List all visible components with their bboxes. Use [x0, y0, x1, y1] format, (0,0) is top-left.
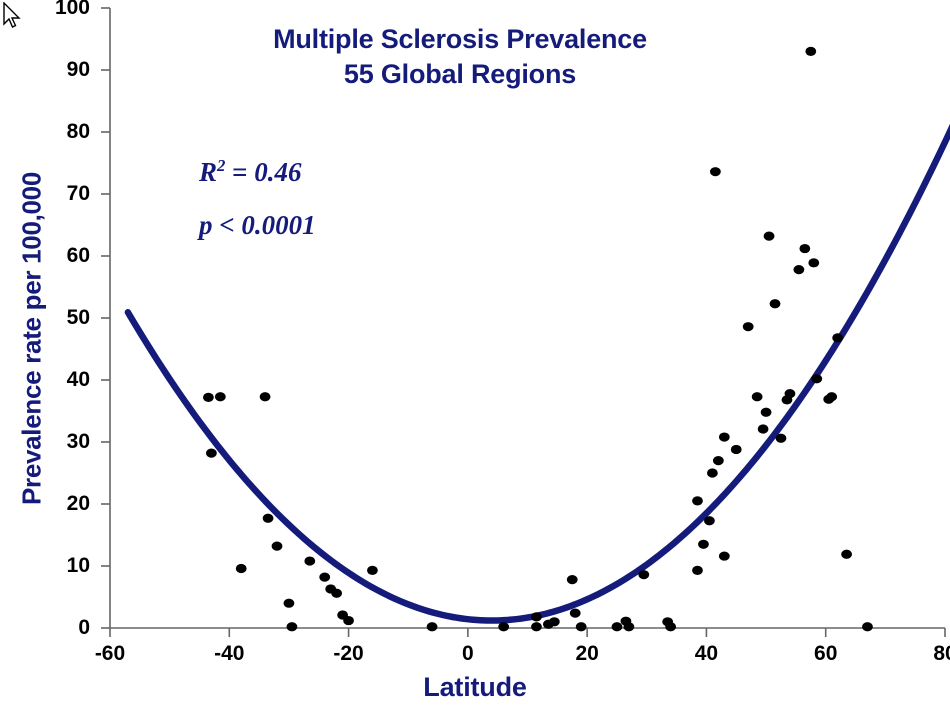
x-axis-tick-label: 0	[462, 642, 474, 665]
scatter-point	[742, 322, 754, 332]
x-axis-tick-label: 80	[933, 642, 950, 665]
scatter-point	[718, 551, 730, 561]
scatter-point	[692, 496, 703, 506]
scatter-point	[709, 167, 721, 177]
x-axis-tick-label: -60	[94, 642, 126, 665]
scatter-point	[698, 539, 709, 549]
p-value-value: 0.0001	[241, 210, 316, 240]
scatter-point	[343, 615, 354, 626]
y-axis-tick-label: 60	[66, 244, 90, 267]
scatter-point	[638, 570, 650, 580]
y-axis-tick-label: 20	[66, 492, 90, 515]
scatter-point	[262, 513, 274, 523]
scatter-point	[718, 432, 730, 442]
scatter-point	[841, 549, 852, 559]
scatter-point	[286, 622, 298, 632]
scatter-point	[205, 448, 217, 458]
scatter-point	[712, 456, 724, 466]
y-axis-tick-label: 30	[66, 430, 90, 453]
trendline	[124, 123, 950, 624]
scatter-point	[730, 444, 742, 455]
scatter-point	[799, 243, 811, 254]
scatter-point	[775, 433, 787, 443]
scatter-points-group	[203, 46, 873, 632]
scatter-point	[805, 46, 817, 57]
scatter-point	[319, 572, 331, 582]
scatter-point	[808, 258, 820, 268]
chart-title: Multiple Sclerosis Prevalence 55 Global …	[180, 22, 740, 91]
scatter-point	[757, 424, 769, 434]
scatter-point	[271, 541, 283, 551]
y-axis-tick-label: 70	[66, 182, 90, 205]
scatter-point	[763, 231, 775, 241]
scatter-point	[704, 516, 715, 526]
scatter-point	[793, 265, 805, 275]
scatter-point	[331, 588, 343, 598]
scatter-point	[832, 333, 844, 343]
scatter-point	[367, 565, 378, 575]
y-axis-tick-label: 0	[78, 616, 90, 639]
y-axis-tick-label: 10	[66, 554, 90, 577]
x-axis-tick-label: 20	[575, 642, 599, 665]
y-axis-tick-label: 50	[66, 306, 90, 329]
scatter-point	[304, 556, 316, 566]
scatter-point	[259, 392, 271, 402]
scatter-point	[692, 565, 703, 575]
scatter-point	[235, 563, 247, 574]
scatter-point	[283, 598, 295, 608]
scatter-point	[665, 622, 677, 632]
y-axis-tick-label: 100	[54, 0, 90, 19]
x-axis-tick-label: -40	[214, 642, 245, 665]
scatter-point	[498, 622, 510, 632]
scatter-point	[203, 392, 214, 402]
scatter-point	[784, 389, 796, 399]
scatter-point	[426, 622, 438, 632]
scatter-point	[811, 374, 823, 384]
scatter-point	[566, 575, 578, 585]
scatter-point	[569, 608, 581, 618]
scatter-point	[575, 622, 587, 632]
scatter-point	[760, 407, 772, 417]
chart-title-line-2: 55 Global Regions	[343, 58, 577, 89]
scatter-point	[826, 392, 838, 402]
scatter-point	[214, 392, 226, 402]
statistics-annotations: R2 = 0.46 p < 0.0001	[199, 156, 316, 265]
y-axis-tick-label: 90	[66, 58, 90, 81]
scatter-point	[706, 468, 718, 478]
y-axis-tick-label: 80	[66, 120, 90, 143]
scatter-point	[751, 392, 763, 402]
p-value-annotation: p < 0.0001	[199, 210, 316, 240]
scatter-point	[531, 622, 542, 632]
x-axis-tick-label: -20	[333, 642, 364, 665]
scatter-point	[862, 622, 873, 632]
y-axis-tick-label: 40	[66, 368, 90, 391]
scatter-point	[531, 612, 542, 622]
scatter-point	[611, 622, 623, 632]
scatter-point	[623, 622, 635, 632]
x-axis-label: Latitude	[423, 672, 527, 702]
chart-title-line-1: Multiple Sclerosis Prevalence	[273, 24, 647, 54]
scatter-point	[769, 299, 781, 309]
x-axis-tick-label: 60	[814, 642, 838, 665]
x-axis-tick-label: 40	[694, 642, 719, 665]
r-squared-value: 0.46	[254, 157, 302, 187]
r-squared-annotation: R2 = 0.46	[199, 156, 302, 187]
scatter-point	[548, 617, 560, 627]
